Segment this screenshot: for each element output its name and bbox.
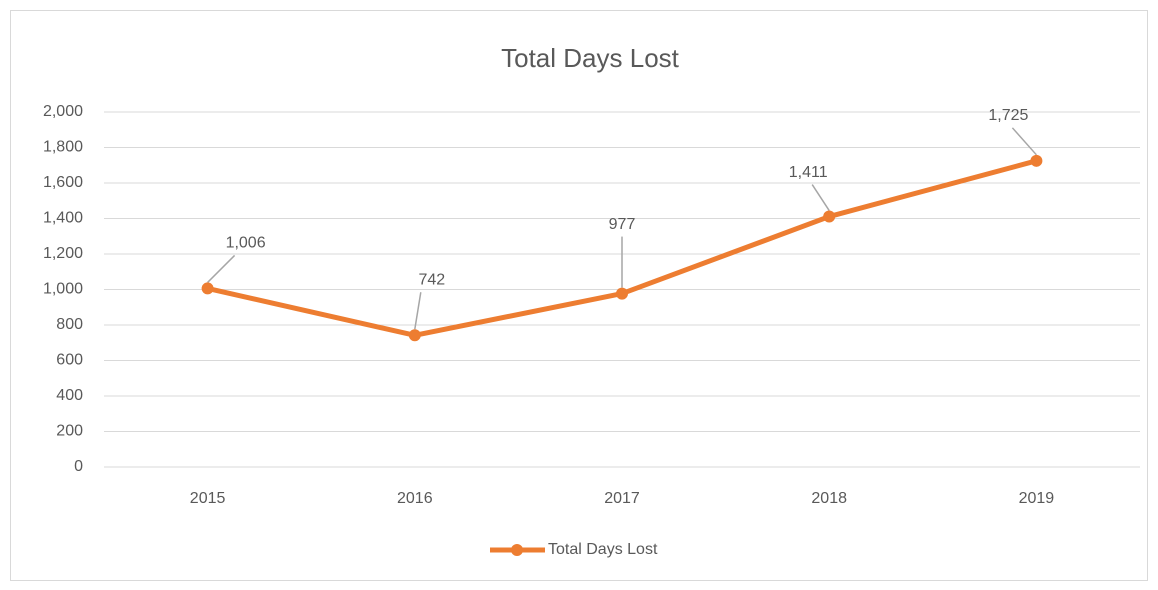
data-point <box>823 210 836 223</box>
legend-marker <box>511 544 523 556</box>
x-tick-label: 2018 <box>811 490 847 507</box>
data-label: 977 <box>609 216 636 233</box>
y-tick-label: 1,000 <box>43 281 83 298</box>
y-tick-label: 1,600 <box>43 174 83 191</box>
y-tick-label: 1,200 <box>43 245 83 262</box>
y-tick-label: 2,000 <box>43 103 83 120</box>
leader-line <box>811 184 830 211</box>
chart-title: Total Days Lost <box>501 43 680 73</box>
x-tick-label: 2017 <box>604 490 640 507</box>
x-tick-label: 2019 <box>1019 490 1055 507</box>
leader-line <box>207 254 236 283</box>
leader-line <box>1011 127 1037 156</box>
data-point <box>1030 154 1043 167</box>
data-point <box>408 329 421 342</box>
legend-label: Total Days Lost <box>548 541 658 558</box>
y-tick-label: 600 <box>56 352 83 369</box>
data-point <box>201 282 214 295</box>
data-label: 742 <box>418 272 445 289</box>
chart-frame <box>10 10 1148 581</box>
y-tick-label: 200 <box>56 423 83 440</box>
y-tick-label: 400 <box>56 387 83 404</box>
y-tick-label: 1,800 <box>43 139 83 156</box>
data-label: 1,411 <box>789 164 828 181</box>
y-tick-label: 800 <box>56 316 83 333</box>
x-tick-label: 2016 <box>397 490 433 507</box>
leader-line <box>414 292 422 330</box>
y-tick-label: 1,400 <box>43 210 83 227</box>
data-label: 1,725 <box>988 107 1028 124</box>
data-point <box>616 287 628 300</box>
y-tick-label: 0 <box>74 458 83 475</box>
x-tick-label: 2015 <box>190 490 226 507</box>
data-label: 1,006 <box>226 235 266 252</box>
